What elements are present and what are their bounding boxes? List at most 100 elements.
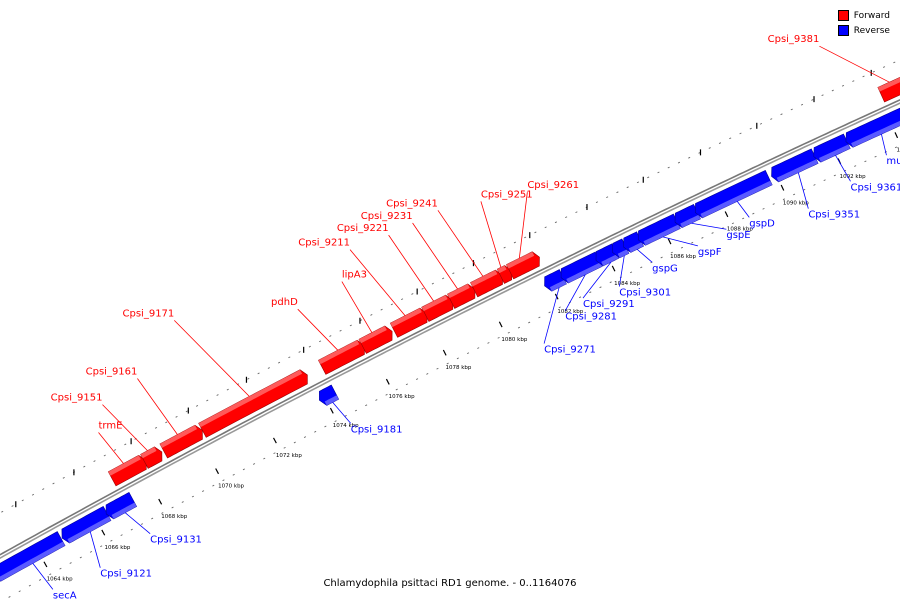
legend-forward-label: Forward xyxy=(853,10,890,21)
gene-label-pdhD: pdhD xyxy=(271,297,298,308)
legend: Forward Reverse xyxy=(837,8,890,38)
gene-label-Cpsi_9361: Cpsi_9361 xyxy=(851,182,900,193)
label-leader xyxy=(341,281,373,333)
gene-label-Cpsi_9131: Cpsi_9131 xyxy=(150,535,202,546)
tick-mark xyxy=(101,529,106,536)
label-leader xyxy=(297,308,339,351)
gene-label-Cpsi_9241: Cpsi_9241 xyxy=(386,198,438,209)
gene-label-Cpsi_9231: Cpsi_9231 xyxy=(361,211,413,222)
tick-mark xyxy=(498,321,503,328)
backbone-line-upper xyxy=(0,99,900,556)
gene-label-Cpsi_9351: Cpsi_9351 xyxy=(808,210,860,221)
gene-mutL xyxy=(845,107,900,148)
gene-label-Cpsi_9161: Cpsi_9161 xyxy=(86,367,138,378)
gene-label-Cpsi_9281: Cpsi_9281 xyxy=(565,312,617,323)
label-leader xyxy=(662,236,698,247)
gene-label-Cpsi_9251: Cpsi_9251 xyxy=(481,189,533,200)
gene-label-Cpsi_9271: Cpsi_9271 xyxy=(544,345,596,356)
tick-label: 1086 kbp xyxy=(670,254,696,260)
figure-caption: Chlamydophila psittaci RD1 genome. - 0..… xyxy=(323,578,577,589)
tick-mark xyxy=(43,561,48,568)
gene-Cpsi_9181 xyxy=(319,384,340,406)
tick-mark xyxy=(329,407,334,414)
label-leader xyxy=(98,432,124,464)
tick-label: 1072 kbp xyxy=(276,453,302,459)
backbone-line-lower xyxy=(0,102,900,560)
label-leader xyxy=(691,222,727,230)
gene-label-Cpsi_9301: Cpsi_9301 xyxy=(619,288,671,299)
gene-label-Cpsi_9121: Cpsi_9121 xyxy=(100,569,152,580)
label-leader xyxy=(32,563,54,590)
tick-mark xyxy=(215,468,220,475)
label-leader xyxy=(518,192,528,259)
label-leader xyxy=(412,222,458,290)
gene-label-trmE: trmE xyxy=(99,421,123,432)
gene-Cpsi_9131 xyxy=(105,491,138,520)
tick-label: 1074 kbp xyxy=(333,423,359,429)
gene-pdhD xyxy=(318,339,365,375)
label-leader xyxy=(636,249,653,263)
gene-label-Cpsi_9291: Cpsi_9291 xyxy=(583,299,635,310)
gene-label-mutL: mutL xyxy=(886,156,900,167)
gene-Cpsi_9151 xyxy=(140,446,163,469)
forward-guide-dots xyxy=(1,61,896,513)
reverse-swatch xyxy=(837,25,849,36)
label-leader xyxy=(124,512,151,535)
tick-mark xyxy=(611,265,616,272)
gene-label-Cpsi_9171: Cpsi_9171 xyxy=(123,308,175,319)
label-leader xyxy=(437,210,484,277)
gene-label-gspG: gspG xyxy=(652,263,678,274)
label-leader xyxy=(137,378,178,435)
label-leader xyxy=(835,155,851,182)
gene-labels: secA Cpsi_9121 Cpsi_9131 trmE Cpsi_9151 Cpsi_… xyxy=(32,34,900,600)
label-leader xyxy=(819,45,890,83)
gene-label-Cpsi_9381: Cpsi_9381 xyxy=(768,34,820,45)
gene-lipA3 xyxy=(358,325,393,354)
gene-Cpsi_9351 xyxy=(771,148,819,183)
tick-mark xyxy=(724,211,729,218)
label-leader xyxy=(736,201,750,218)
tick-mark xyxy=(272,437,277,444)
legend-forward: Forward xyxy=(837,8,890,23)
gene-Cpsi_9231 xyxy=(447,283,476,309)
gene-Cpsi_9161 xyxy=(159,424,203,459)
gene-secA xyxy=(0,531,66,582)
label-leader xyxy=(388,234,434,302)
gene-Cpsi_9261 xyxy=(506,251,540,280)
gene-Cpsi_9361 xyxy=(813,133,851,163)
tick-label: 1078 kbp xyxy=(446,365,472,371)
label-leader xyxy=(332,402,352,424)
tick-mark xyxy=(667,238,672,245)
label-leader xyxy=(618,255,625,287)
label-leader xyxy=(582,261,612,299)
gene-label-Cpsi_9181: Cpsi_9181 xyxy=(351,424,403,435)
tick-mark xyxy=(385,378,390,385)
gene-label-Cpsi_9211: Cpsi_9211 xyxy=(298,238,350,249)
label-leader xyxy=(564,274,586,311)
gene-label-Cpsi_9151: Cpsi_9151 xyxy=(51,393,103,404)
gene-Cpsi_9241 xyxy=(470,269,503,298)
label-leader xyxy=(480,201,502,268)
tick-label: 1094 kbp xyxy=(897,148,900,154)
tick-label: 1064 kbp xyxy=(47,577,73,583)
legend-reverse: Reverse xyxy=(837,23,890,38)
genome-backbone xyxy=(0,61,900,598)
label-leader xyxy=(543,287,560,344)
tick-label: 1088 kbp xyxy=(727,227,753,233)
tick-label: 1070 kbp xyxy=(218,483,244,489)
gene-label-Cpsi_9261: Cpsi_9261 xyxy=(527,180,579,191)
tick-label: 1066 kbp xyxy=(104,545,130,551)
tick-label: 1084 kbp xyxy=(614,281,640,287)
label-leader xyxy=(881,134,887,156)
gene-label-gspD: gspD xyxy=(749,218,775,229)
gene-Cpsi_9381 xyxy=(877,77,900,103)
tick-label: 1082 kbp xyxy=(557,309,583,315)
tick-marks: 1064 kbp 1066 kbp 1068 kbp 1070 kbp 1072 kbp… xyxy=(15,69,900,583)
label-leader xyxy=(797,172,809,209)
tick-label: 1080 kbp xyxy=(501,337,527,343)
tick-mark xyxy=(442,349,447,356)
tick-label: 1090 kbp xyxy=(783,200,809,206)
gene-label-Cpsi_9221: Cpsi_9221 xyxy=(337,223,389,234)
gene-label-secA: secA xyxy=(53,590,77,600)
